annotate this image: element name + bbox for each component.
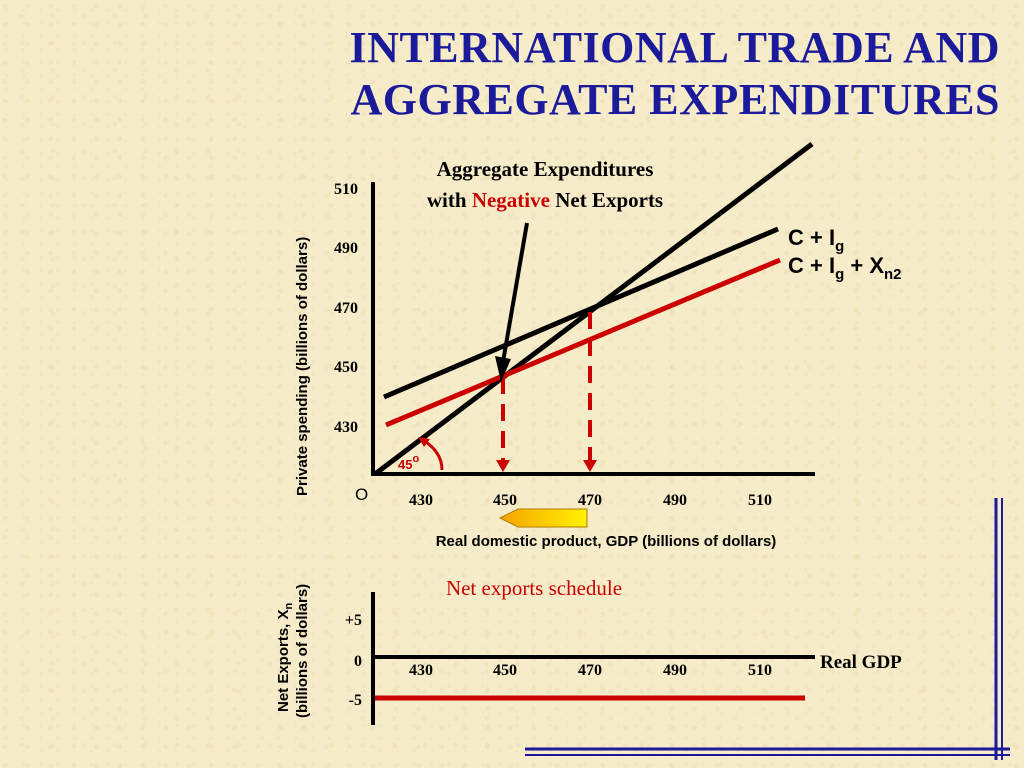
slide-title-line2: AGGREGATE EXPENDITURES	[350, 75, 1000, 124]
bottom-y-axis-label-line1: Net Exports, Xn	[275, 602, 295, 712]
angle-label: 45o	[398, 453, 419, 472]
slide-title: INTERNATIONAL TRADE AND AGGREGATE EXPEND…	[200, 22, 1000, 126]
origin-label: O	[355, 485, 368, 504]
leftward-shift-arrow-icon	[498, 508, 588, 528]
net-exports-title: Net exports schedule	[446, 576, 622, 600]
bottom-y-axis-label-line2: (billions of dollars)	[294, 584, 311, 718]
series-label-c-ig-xn2: C + Ig + Xn2	[788, 253, 902, 283]
line-c-ig	[383, 226, 779, 400]
top-y-tick: 510	[334, 181, 358, 198]
annotation-pointer	[501, 222, 529, 363]
slide-title-line1: INTERNATIONAL TRADE AND	[349, 23, 1000, 72]
bottom-x-axis-label: Real GDP	[820, 652, 902, 673]
angle-arc-arrowhead-icon	[418, 437, 430, 447]
bottom-x-tick: 470	[578, 662, 602, 679]
bottom-y-tick: +5	[345, 612, 362, 629]
top-y-tick: 490	[334, 240, 358, 257]
top-y-tick: 450	[334, 359, 358, 376]
equilibrium-arrowhead-icon	[583, 460, 597, 472]
annotation-line2: with Negative Net Exports	[427, 188, 663, 212]
bottom-x-tick: 430	[409, 662, 433, 679]
bottom-y-tick: 0	[354, 653, 362, 670]
line-c-ig-xn2	[385, 257, 781, 428]
top-x-tick: 470	[578, 492, 602, 509]
top-x-tick: 490	[663, 492, 687, 509]
top-x-tick: 510	[748, 492, 772, 509]
top-y-axis-label: Private spending (billions of dollars)	[294, 237, 311, 496]
frame-decoration	[525, 498, 1010, 760]
bottom-x-tick: 450	[493, 662, 517, 679]
top-y-tick: 470	[334, 300, 358, 317]
top-chart: Private spending (billions of dollars) 5…	[294, 142, 902, 550]
top-x-axis-label: Real domestic product, GDP (billions of …	[436, 533, 777, 550]
top-x-tick: 450	[493, 492, 517, 509]
top-y-tick: 430	[334, 419, 358, 436]
bottom-x-tick: 490	[663, 662, 687, 679]
annotation-arrowhead-icon	[495, 356, 511, 382]
annotation-line1: Aggregate Expenditures	[437, 157, 654, 181]
series-label-c-ig: C + Ig	[788, 225, 844, 255]
equilibrium-arrowhead-icon	[496, 460, 510, 472]
bottom-x-tick: 510	[748, 662, 772, 679]
bottom-chart: Net exports schedule Net Exports, Xn (bi…	[275, 576, 902, 725]
bottom-y-tick: -5	[349, 692, 362, 709]
top-x-tick: 430	[409, 492, 433, 509]
